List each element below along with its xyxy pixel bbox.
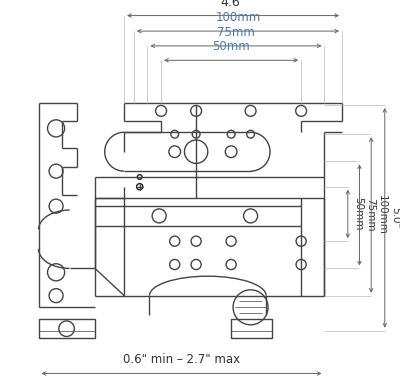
Text: 100mm: 100mm (215, 11, 260, 24)
Text: 5.0": 5.0" (391, 207, 400, 228)
Text: 50mm: 50mm (212, 40, 250, 53)
Text: 50mm: 50mm (354, 197, 364, 231)
Text: 75mm: 75mm (217, 26, 255, 39)
Text: 4.6": 4.6" (220, 0, 246, 9)
Text: 0.6" min – 2.7" max: 0.6" min – 2.7" max (123, 354, 240, 366)
Text: 100mm: 100mm (377, 195, 387, 235)
Text: 75mm: 75mm (365, 198, 375, 232)
